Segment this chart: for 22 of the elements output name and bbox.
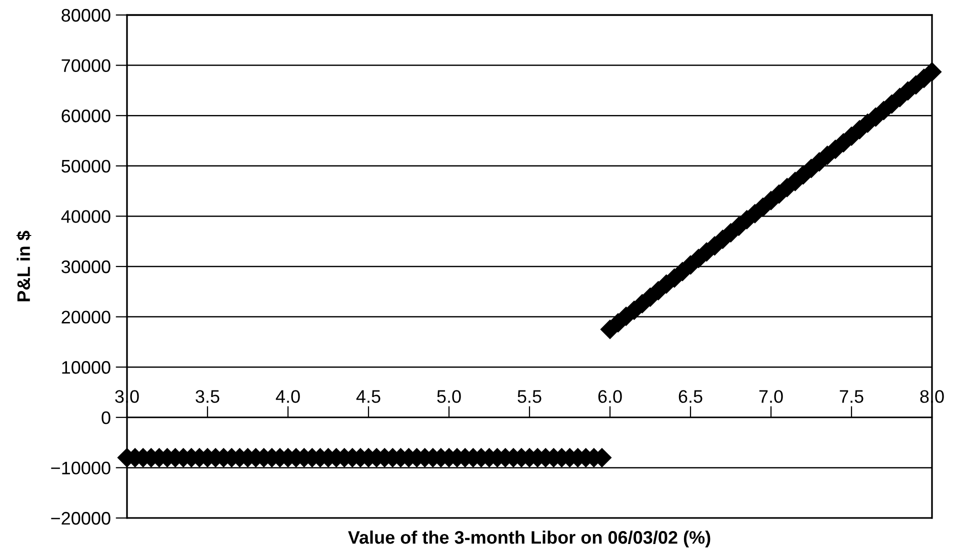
x-tick-label: 6.0 [598,390,622,403]
y-tick-label: −10000 [51,462,110,474]
x-tick-label: 4.5 [356,390,380,403]
x-tick-label: 7.5 [840,390,864,403]
y-tick-label: 30000 [62,260,110,274]
y-tick-label: 80000 [62,8,110,22]
x-tick-label: 7.0 [759,390,783,403]
y-tick-label: 20000 [62,310,110,324]
x-tick-label: 5.5 [518,390,542,403]
y-tick-label: 10000 [62,361,110,374]
x-axis-title: Value of the 3-month Libor on 06/03/02 (%) [348,530,710,548]
y-tick-label: 40000 [61,210,110,223]
x-tick-label: 4.0 [276,390,300,403]
x-tick-label: 3.5 [196,390,220,403]
y-tick-label: 0 [102,411,110,424]
y-tick-label: 60000 [62,110,110,122]
x-tick-label: 6.5 [678,390,702,403]
y-tick-label: −20000 [51,512,110,525]
y-tick-label: 70000 [62,59,110,72]
y-tick-label: 50000 [62,160,110,173]
y-axis-title: P&L in $ [16,230,32,302]
x-tick-label: 5.0 [437,390,461,403]
